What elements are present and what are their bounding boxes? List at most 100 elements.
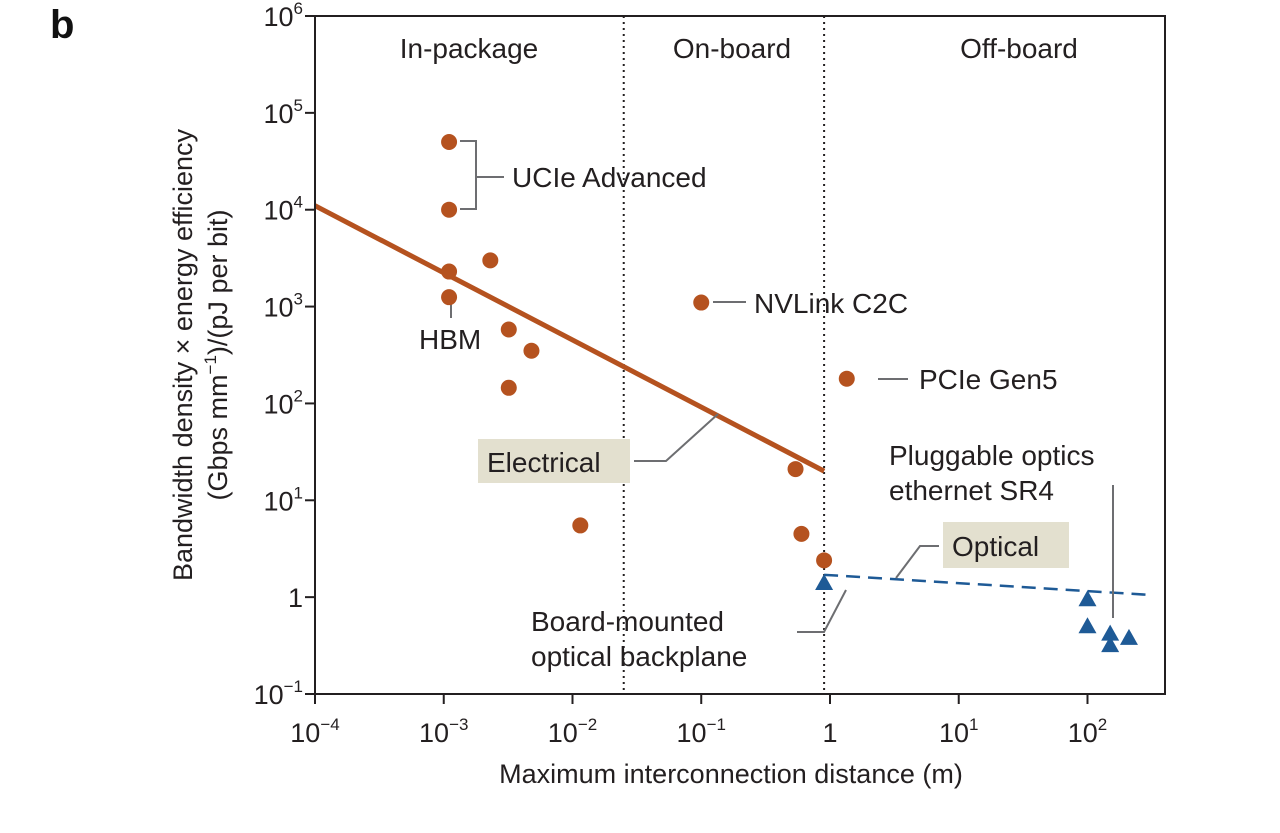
plot-frame	[314, 15, 1166, 695]
y-tick-exp: 3	[294, 290, 303, 309]
y-tick-base: 10	[263, 99, 293, 129]
y-tick-label: 105	[263, 96, 303, 129]
y-tick-label: 102	[263, 386, 303, 419]
x-tick-exp: −4	[320, 715, 339, 734]
annotation-board-line1: Board-mounted	[531, 606, 724, 637]
y-tick-base: 10	[263, 293, 293, 323]
electrical-point	[441, 201, 458, 218]
electrical-point	[441, 134, 458, 151]
y-tick-label: 101	[263, 483, 303, 516]
y-tick-base: 10	[263, 196, 293, 226]
electrical-point	[500, 379, 517, 396]
y-tick-exp: 6	[294, 0, 303, 18]
y-tick-base: 10	[263, 2, 293, 32]
annotation-nvlink: NVLink C2C	[754, 288, 908, 319]
ucie-bracket	[460, 140, 477, 210]
y-axis-title-unit-suffix: )/(pJ per bit)	[203, 210, 233, 356]
y-tick-exp: −1	[284, 677, 303, 696]
annotation-pluggable-line2: ethernet SR4	[889, 475, 1054, 506]
legend-label-optical: Optical	[952, 531, 1039, 562]
y-tick-exp: 5	[294, 96, 303, 115]
region-label-off-board: Off-board	[960, 33, 1078, 64]
electrical-point	[787, 461, 804, 478]
optical-point	[1078, 590, 1097, 607]
x-tick-label: 102	[1068, 715, 1108, 748]
electrical-point	[523, 342, 540, 359]
x-tick-label: 10−1	[677, 715, 726, 748]
electrical-point	[816, 552, 833, 569]
electrical-trend-line	[313, 203, 826, 474]
x-tick-exp: −2	[578, 715, 597, 734]
x-tick-base: 10	[939, 718, 969, 748]
optical-trend-line	[824, 573, 1153, 597]
optical-label-box	[943, 522, 1069, 568]
x-tick-base: 1	[822, 718, 837, 748]
data-markers	[441, 134, 1138, 653]
electrical-point	[793, 525, 810, 542]
x-tick-base: 10	[419, 718, 449, 748]
x-tick-label: 10−4	[290, 715, 339, 748]
y-tick-label: 106	[263, 0, 303, 32]
y-axis-title-unit-exp: −1	[201, 355, 220, 374]
x-tick-base: 10	[290, 718, 320, 748]
y-tick-label: 10−1	[254, 677, 303, 710]
electrical-point	[441, 263, 458, 280]
electrical-point	[441, 289, 458, 306]
optical-point	[1119, 628, 1138, 645]
x-axis-title: Maximum interconnection distance (m)	[499, 759, 963, 789]
region-labels: In-package On-board Off-board	[400, 33, 1078, 64]
x-tick-label: 10−3	[419, 715, 468, 748]
optical-point	[1101, 624, 1120, 641]
annotation-hbm: HBM	[419, 324, 481, 355]
x-tick-exp: 2	[1098, 715, 1107, 734]
y-tick-base: 10	[263, 389, 293, 419]
y-axis-title-unit-prefix: (Gbps mm	[203, 374, 233, 500]
trend-lines	[313, 203, 1153, 597]
y-tick-label: 103	[263, 290, 303, 323]
electrical-point	[838, 370, 855, 387]
y-tick-base: 10	[254, 680, 284, 710]
optical-point	[1101, 636, 1120, 653]
panel-letter: b	[50, 3, 74, 47]
y-tick-exp: 1	[294, 483, 303, 502]
y-axis-title-line1: Bandwidth density × energy efficiency	[168, 128, 198, 581]
annotation-board-line2: optical backplane	[531, 641, 747, 672]
optical-leader	[895, 545, 939, 579]
region-label-on-board: On-board	[673, 33, 791, 64]
electrical-point	[572, 517, 589, 534]
y-tick-label: 1	[288, 583, 303, 613]
x-tick-label: 1	[822, 718, 837, 748]
electrical-leader	[634, 413, 719, 462]
board-leader	[797, 589, 847, 633]
y-tick-exp: 2	[294, 386, 303, 405]
y-tick-base: 10	[263, 486, 293, 516]
x-tick-exp: 1	[969, 715, 978, 734]
y-tick-label: 104	[263, 193, 303, 226]
annotations: UCIe Advanced HBM NVLink C2C PCIe Gen5 P…	[419, 162, 1094, 672]
legend-label-electrical: Electrical	[487, 447, 601, 478]
x-tick-label: 10−2	[548, 715, 597, 748]
x-ticks: 10−4 10−3 10−2 10−1 1 101 102	[290, 694, 1107, 748]
x-tick-label: 101	[939, 715, 979, 748]
x-tick-exp: −3	[449, 715, 468, 734]
y-tick-base: 1	[288, 583, 303, 613]
annotation-pcie: PCIe Gen5	[919, 364, 1058, 395]
annotation-pluggable-line1: Pluggable optics	[889, 440, 1094, 471]
y-tick-exp: 4	[294, 193, 303, 212]
optical-point	[815, 573, 834, 590]
electrical-label-box	[478, 439, 630, 483]
region-dividers	[622, 16, 826, 694]
electrical-point	[500, 321, 517, 338]
leader-lines	[450, 140, 1114, 633]
electrical-point	[693, 294, 710, 311]
region-label-in-package: In-package	[400, 33, 539, 64]
electrical-point	[482, 252, 499, 269]
y-axis-title-line2: (Gbps mm−1)/(pJ per bit)	[201, 210, 233, 501]
x-tick-base: 10	[1068, 718, 1098, 748]
annotation-ucie-advanced: UCIe Advanced	[512, 162, 707, 193]
x-tick-base: 10	[677, 718, 707, 748]
optical-point	[1078, 617, 1097, 634]
x-tick-base: 10	[548, 718, 578, 748]
